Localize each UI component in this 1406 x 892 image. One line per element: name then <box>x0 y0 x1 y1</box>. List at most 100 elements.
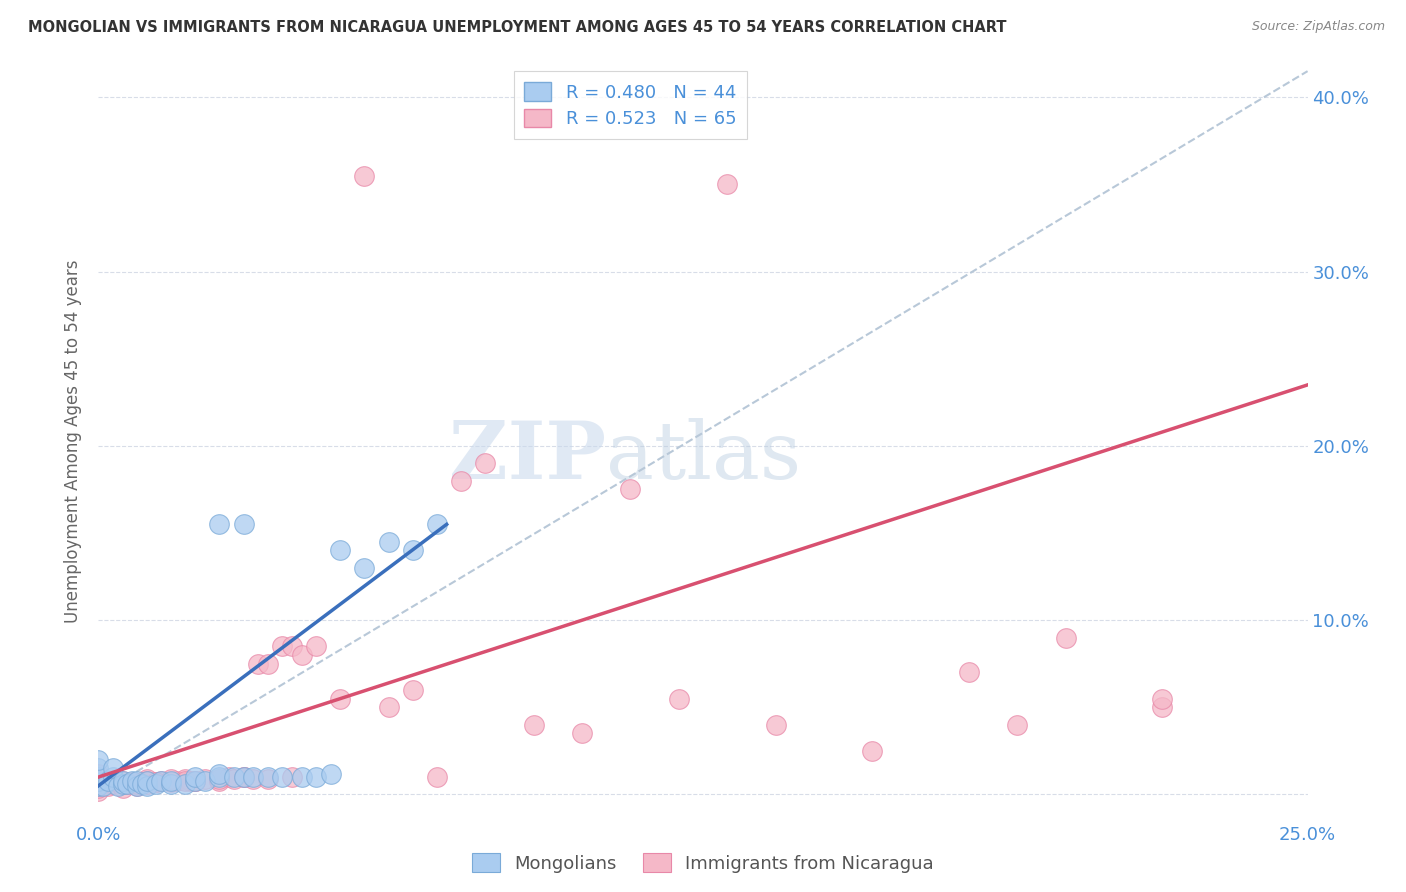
Point <box>256 657 278 671</box>
Point <box>271 770 294 784</box>
Point <box>305 640 328 654</box>
Text: Source: ZipAtlas.com: Source: ZipAtlas.com <box>1251 20 1385 33</box>
Point <box>184 773 207 788</box>
Point <box>174 773 197 788</box>
Point <box>402 682 425 697</box>
Point <box>474 456 496 470</box>
Point <box>87 770 110 784</box>
Point <box>184 770 207 784</box>
Point <box>208 770 231 784</box>
Point <box>222 770 245 784</box>
Point <box>957 665 980 680</box>
Point <box>87 761 110 775</box>
Point <box>121 773 143 788</box>
Point <box>101 777 124 791</box>
Point <box>1054 631 1077 645</box>
Point <box>208 773 231 788</box>
Point <box>208 517 231 532</box>
Point <box>91 779 114 793</box>
Point <box>242 772 264 786</box>
Point <box>402 543 425 558</box>
Point <box>290 648 312 662</box>
Point <box>107 775 129 789</box>
Point <box>232 770 254 784</box>
Point <box>1152 691 1174 706</box>
Legend: Mongolians, Immigrants from Nicaragua: Mongolians, Immigrants from Nicaragua <box>465 846 941 880</box>
Point <box>222 772 245 786</box>
Point <box>377 700 399 714</box>
Point <box>329 543 352 558</box>
Point <box>281 640 304 654</box>
Point <box>135 773 157 788</box>
Point <box>716 178 738 192</box>
Point <box>1152 700 1174 714</box>
Point <box>353 169 375 183</box>
Point <box>87 777 110 791</box>
Point <box>111 780 134 795</box>
Text: MONGOLIAN VS IMMIGRANTS FROM NICARAGUA UNEMPLOYMENT AMONG AGES 45 TO 54 YEARS CO: MONGOLIAN VS IMMIGRANTS FROM NICARAGUA U… <box>28 20 1007 35</box>
Point <box>571 726 593 740</box>
Point <box>184 773 207 788</box>
Point <box>194 773 217 788</box>
Point <box>160 773 183 788</box>
Point <box>87 753 110 767</box>
Point <box>523 718 546 732</box>
Point <box>87 773 110 788</box>
Point <box>305 770 328 784</box>
Point <box>232 517 254 532</box>
Point <box>426 517 449 532</box>
Point <box>160 777 183 791</box>
Point <box>232 770 254 784</box>
Point <box>174 777 197 791</box>
Point <box>111 773 134 788</box>
Point <box>101 761 124 775</box>
Point <box>290 770 312 784</box>
Point <box>145 775 167 789</box>
Point <box>87 779 110 793</box>
Point <box>127 777 149 791</box>
Y-axis label: Unemployment Among Ages 45 to 54 years: Unemployment Among Ages 45 to 54 years <box>65 260 83 624</box>
Point <box>281 770 304 784</box>
Point <box>242 770 264 784</box>
Point <box>131 775 153 789</box>
Point <box>111 777 134 791</box>
Point <box>208 766 231 780</box>
Point <box>87 780 110 795</box>
Point <box>160 772 183 786</box>
Point <box>135 773 157 788</box>
Point <box>121 775 143 789</box>
Point <box>127 779 149 793</box>
Point <box>111 773 134 788</box>
Point <box>377 534 399 549</box>
Point <box>127 773 149 788</box>
Point <box>97 773 120 788</box>
Point <box>160 775 183 789</box>
Point <box>426 770 449 784</box>
Point <box>165 773 187 788</box>
Point <box>87 766 110 780</box>
Point <box>174 772 197 786</box>
Point <box>87 773 110 788</box>
Point <box>131 777 153 791</box>
Point <box>353 561 375 575</box>
Point <box>135 772 157 786</box>
Point <box>135 779 157 793</box>
Point <box>765 718 787 732</box>
Point <box>247 657 270 671</box>
Point <box>256 770 278 784</box>
Point <box>97 779 120 793</box>
Text: atlas: atlas <box>606 417 801 496</box>
Point <box>87 779 110 793</box>
Point <box>107 779 129 793</box>
Point <box>1007 718 1029 732</box>
Point <box>329 691 352 706</box>
Point <box>619 483 641 497</box>
Text: ZIP: ZIP <box>450 417 606 496</box>
Point <box>184 773 207 788</box>
Point <box>271 640 294 654</box>
Point <box>135 777 157 791</box>
Point <box>232 770 254 784</box>
Point <box>256 772 278 786</box>
Point <box>87 784 110 798</box>
Point <box>208 772 231 786</box>
